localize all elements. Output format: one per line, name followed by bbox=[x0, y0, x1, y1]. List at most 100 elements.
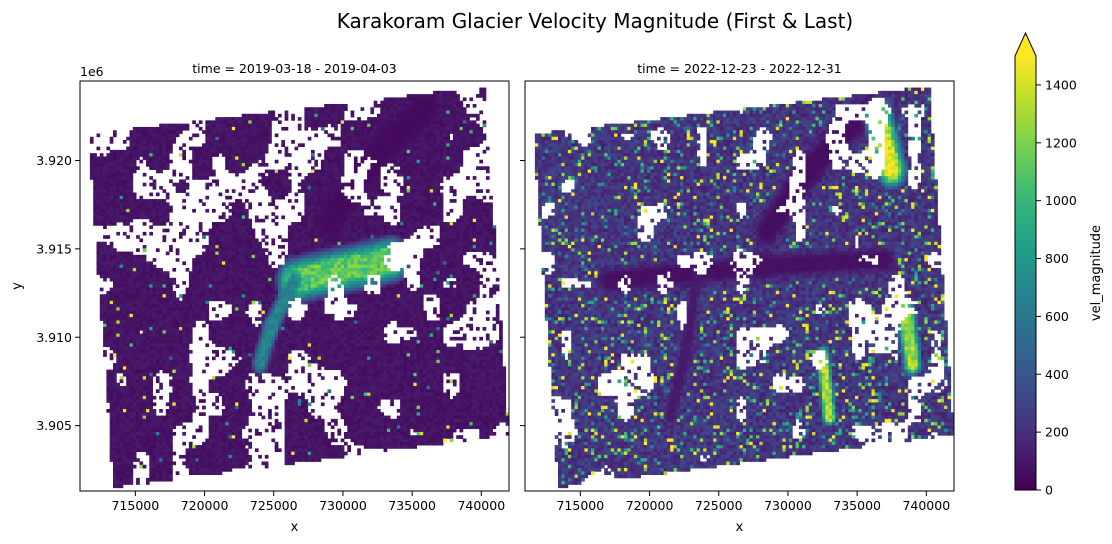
heatmap-cell bbox=[258, 133, 262, 137]
heatmap-cell bbox=[354, 124, 358, 128]
heatmap-cell bbox=[278, 179, 282, 183]
heatmap-cell bbox=[314, 215, 318, 219]
heatmap-cell bbox=[390, 130, 394, 134]
heatmap-cell bbox=[159, 206, 163, 210]
heatmap-cell bbox=[427, 255, 431, 259]
heatmap-cell bbox=[166, 252, 170, 256]
heatmap-cell bbox=[479, 212, 483, 216]
heatmap-cell bbox=[446, 107, 450, 111]
heatmap-cell bbox=[433, 147, 437, 151]
heatmap-cell bbox=[436, 107, 440, 111]
heatmap-cell bbox=[430, 94, 434, 98]
heatmap-cell bbox=[321, 114, 325, 118]
heatmap-cell bbox=[427, 225, 431, 229]
heatmap-cell bbox=[479, 219, 483, 223]
heatmap-cell bbox=[97, 199, 101, 203]
heatmap-cell bbox=[242, 212, 246, 216]
heatmap-cell bbox=[374, 242, 378, 246]
heatmap-cell bbox=[436, 238, 440, 242]
heatmap-cell bbox=[347, 212, 351, 216]
heatmap-cell bbox=[281, 193, 285, 197]
heatmap-cell bbox=[436, 199, 440, 203]
heatmap-cell bbox=[110, 212, 114, 216]
heatmap-cell bbox=[430, 107, 434, 111]
heatmap-cell bbox=[265, 176, 269, 180]
heatmap-cell bbox=[423, 120, 427, 124]
heatmap-cell bbox=[199, 265, 203, 269]
heatmap-cell bbox=[232, 170, 236, 174]
heatmap-cell bbox=[328, 189, 332, 193]
heatmap-cell bbox=[403, 219, 407, 223]
heatmap-cell bbox=[146, 163, 150, 167]
heatmap-cell bbox=[113, 206, 117, 210]
heatmap-cell bbox=[123, 265, 127, 269]
heatmap-cell bbox=[215, 179, 219, 183]
heatmap-cell bbox=[120, 265, 124, 269]
heatmap-cell bbox=[456, 222, 460, 226]
heatmap-cell bbox=[380, 225, 384, 229]
heatmap-cell bbox=[314, 196, 318, 200]
heatmap-cell bbox=[139, 153, 143, 157]
heatmap-cell bbox=[245, 117, 249, 121]
heatmap-cell bbox=[344, 229, 348, 233]
heatmap-cell bbox=[321, 120, 325, 124]
heatmap-cell bbox=[245, 163, 249, 167]
heatmap-cell bbox=[417, 156, 421, 160]
heatmap-cell bbox=[460, 160, 464, 164]
heatmap-cell bbox=[97, 133, 101, 137]
heatmap-cell bbox=[281, 268, 285, 272]
heatmap-cell bbox=[361, 235, 365, 239]
heatmap-cell bbox=[169, 209, 173, 213]
heatmap-cell bbox=[166, 212, 170, 216]
heatmap-cell bbox=[380, 242, 384, 246]
heatmap-cell bbox=[443, 143, 447, 147]
heatmap-cell bbox=[328, 176, 332, 180]
heatmap-cell bbox=[387, 107, 391, 111]
heatmap-cell bbox=[400, 97, 404, 101]
heatmap-cell bbox=[248, 147, 252, 151]
heatmap-cell bbox=[133, 258, 137, 262]
heatmap-cell bbox=[229, 258, 233, 262]
heatmap-cell bbox=[450, 120, 454, 124]
heatmap-cell bbox=[446, 163, 450, 167]
heatmap-cell bbox=[318, 271, 322, 275]
heatmap-cell bbox=[427, 117, 431, 121]
heatmap-cell bbox=[248, 265, 252, 269]
heatmap-cell bbox=[370, 130, 374, 134]
heatmap-cell bbox=[130, 212, 134, 216]
heatmap-cell bbox=[354, 209, 358, 213]
heatmap-cell bbox=[413, 94, 417, 98]
heatmap-cell bbox=[354, 120, 358, 124]
heatmap-cell bbox=[271, 170, 275, 174]
heatmap-cell bbox=[136, 140, 140, 144]
heatmap-cell bbox=[245, 222, 249, 226]
heatmap-cell bbox=[301, 189, 305, 193]
heatmap-cell bbox=[453, 225, 457, 229]
heatmap-cell bbox=[351, 127, 355, 131]
heatmap-cell bbox=[106, 235, 110, 239]
heatmap-cell bbox=[443, 255, 447, 259]
heatmap-cell bbox=[106, 189, 110, 193]
heatmap-cell bbox=[460, 248, 464, 252]
heatmap-cell bbox=[321, 196, 325, 200]
heatmap-cell bbox=[344, 202, 348, 206]
heatmap-cell bbox=[453, 255, 457, 259]
heatmap-cell bbox=[311, 265, 315, 269]
heatmap-cell bbox=[344, 232, 348, 236]
heatmap-cell bbox=[93, 212, 97, 216]
heatmap-cell bbox=[156, 248, 160, 252]
heatmap-cell bbox=[288, 238, 292, 242]
heatmap-cell bbox=[377, 238, 381, 242]
heatmap-cell bbox=[370, 173, 374, 177]
heatmap-cell bbox=[328, 107, 332, 111]
heatmap-cell bbox=[453, 120, 457, 124]
heatmap-cell bbox=[209, 153, 213, 157]
heatmap-cell bbox=[268, 120, 272, 124]
heatmap-cell bbox=[311, 124, 315, 128]
heatmap-cell bbox=[298, 265, 302, 269]
heatmap-cell bbox=[235, 173, 239, 177]
heatmap-cell bbox=[328, 258, 332, 262]
heatmap-cell bbox=[182, 156, 186, 160]
heatmap-cell bbox=[252, 160, 256, 164]
heatmap-cell bbox=[202, 147, 206, 151]
